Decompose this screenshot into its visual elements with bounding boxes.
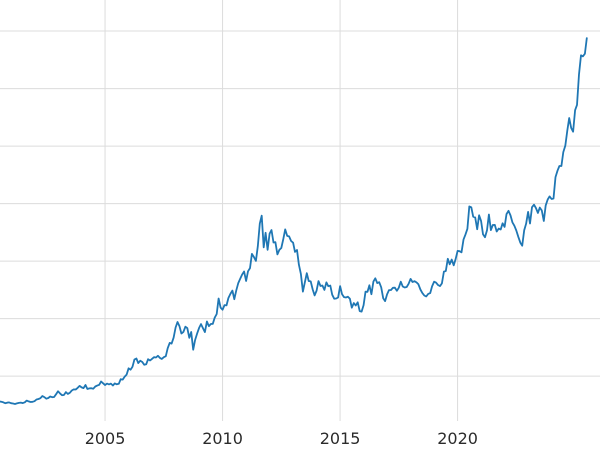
x-tick-label: 2010	[202, 429, 243, 448]
price-line	[0, 37, 588, 405]
x-tick-label: 2005	[85, 429, 126, 448]
x-tick-label: 2020	[437, 429, 478, 448]
x-tick-label: 2015	[320, 429, 361, 448]
